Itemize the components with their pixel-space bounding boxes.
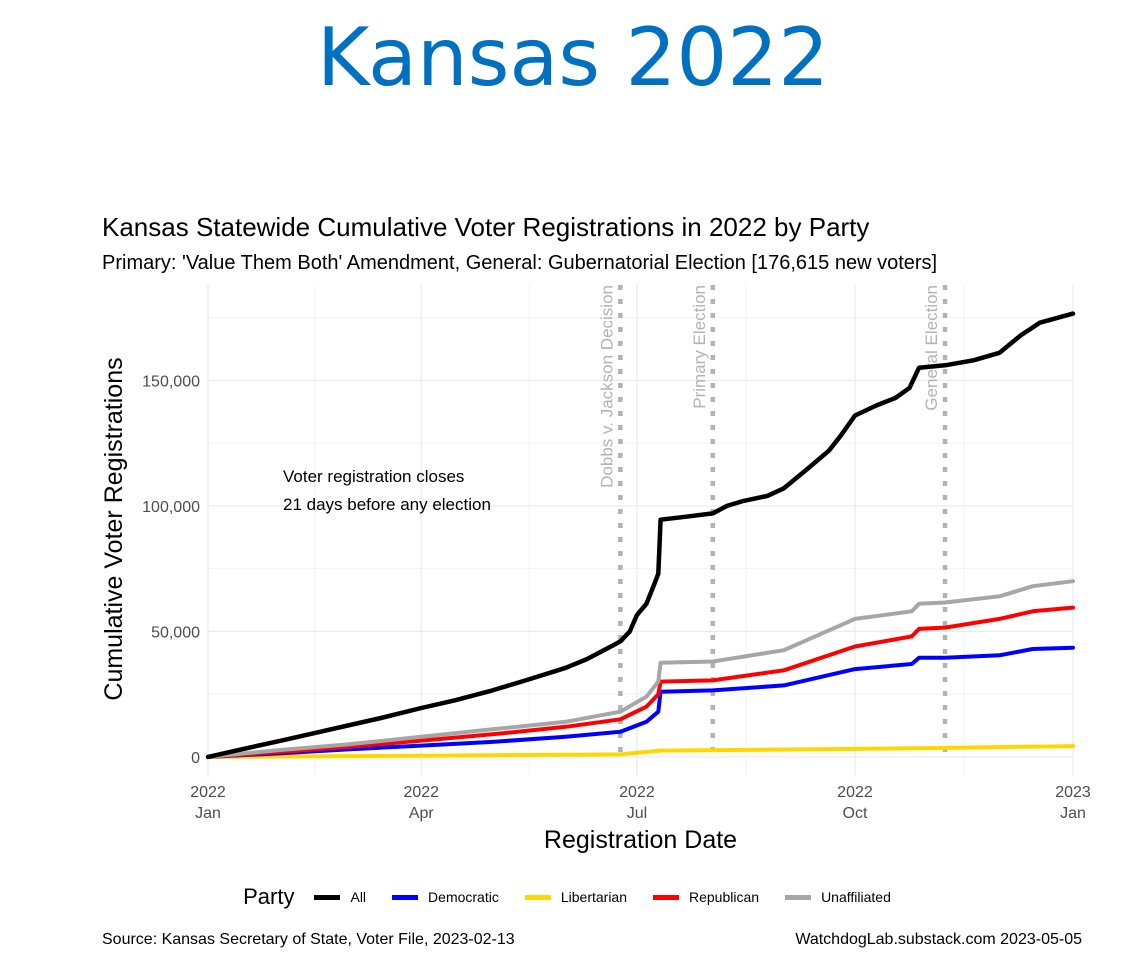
slide-title: Kansas 2022 bbox=[316, 11, 830, 104]
legend-label: Republican bbox=[689, 889, 760, 905]
x-axis-title: Registration Date bbox=[544, 826, 737, 854]
legend-key bbox=[314, 894, 341, 900]
chart-title: Kansas Statewide Cumulative Voter Regist… bbox=[102, 212, 870, 242]
legend-label: All bbox=[350, 889, 367, 905]
legend-label: Unaffiliated bbox=[821, 889, 891, 905]
legend-item-libertarian: Libertarian bbox=[524, 889, 627, 905]
credit-note: WatchdogLab.substack.com 2023-05-05 bbox=[795, 931, 1082, 948]
source-note: Source: Kansas Secretary of State, Voter… bbox=[102, 931, 515, 948]
x-tick-label-month: Apr bbox=[409, 805, 435, 822]
x-tick-label-year: 2023 bbox=[1055, 784, 1091, 801]
y-tick-label: 0 bbox=[191, 750, 200, 767]
legend: Party All Democratic Libertarian Republican… bbox=[0, 884, 1146, 910]
series-line-libertarian bbox=[206, 744, 1075, 759]
event-label: General Election bbox=[922, 285, 941, 411]
legend-title: Party bbox=[243, 884, 295, 909]
x-tick-label-year: 2022 bbox=[190, 784, 226, 801]
legend-key bbox=[785, 894, 812, 900]
y-tick-label: 50,000 bbox=[151, 624, 200, 641]
legend-key bbox=[524, 894, 551, 900]
legend-item-democratic: Democratic bbox=[392, 889, 499, 905]
x-tick-label-month: Jan bbox=[1060, 805, 1086, 822]
series-line-all bbox=[205, 311, 1076, 760]
event-label: Dobbs v. Jackson Decision bbox=[597, 285, 616, 488]
annotation-text: Voter registration closes bbox=[283, 467, 464, 486]
y-tick-label: 100,000 bbox=[142, 499, 200, 516]
legend-label: Democratic bbox=[428, 889, 499, 905]
event-label: Primary Election bbox=[690, 285, 709, 409]
legend-key bbox=[392, 894, 419, 900]
legend-label: Libertarian bbox=[560, 889, 627, 905]
legend-item-unaffiliated: Unaffiliated bbox=[785, 889, 891, 905]
y-tick-label: 150,000 bbox=[142, 373, 200, 390]
legend-item-republican: Republican bbox=[653, 889, 759, 905]
chart-subtitle: Primary: 'Value Them Both' Amendment, Ge… bbox=[102, 252, 938, 274]
series-line-unaffiliated bbox=[206, 579, 1075, 759]
x-tick-label-month: Jul bbox=[627, 805, 647, 822]
legend-item-all: All bbox=[314, 889, 366, 905]
x-tick-label-year: 2022 bbox=[403, 784, 439, 801]
x-tick-label-month: Oct bbox=[843, 805, 868, 822]
annotation-text: 21 days before any election bbox=[283, 495, 491, 514]
series-line-republican bbox=[206, 605, 1075, 759]
x-tick-label-month: Jan bbox=[195, 805, 221, 822]
y-axis-title: Cumulative Voter Registrations bbox=[100, 357, 128, 700]
x-tick-label-year: 2022 bbox=[619, 784, 655, 801]
legend-key bbox=[653, 894, 679, 900]
x-tick-label-year: 2022 bbox=[837, 784, 873, 801]
